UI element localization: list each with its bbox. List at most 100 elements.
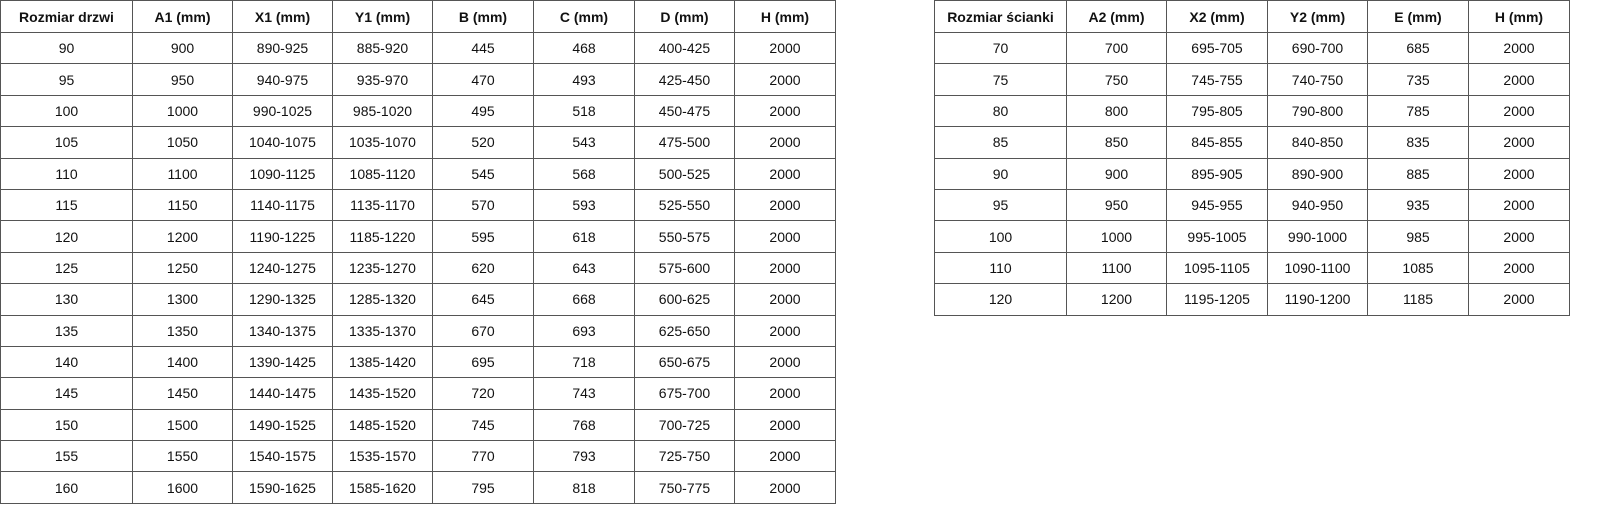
- table-cell: 2000: [734, 283, 836, 316]
- table-cell: 470: [432, 63, 534, 96]
- table-cell: 2000: [734, 220, 836, 253]
- table-cell: 618: [533, 220, 635, 253]
- table-cell: 2000: [734, 408, 836, 442]
- table-cell: 1085-1120: [332, 157, 433, 190]
- table-cell: 885-920: [332, 31, 433, 65]
- table-cell: 2000: [734, 440, 836, 473]
- table-cell: 568: [533, 157, 635, 190]
- table-header-row: Rozmiar ścianki A2 (mm) X2 (mm) Y2 (mm) E (m…: [934, 0, 1570, 33]
- table-cell: 2000: [734, 126, 836, 159]
- table-cell: 145: [0, 377, 133, 410]
- table-cell: 400-425: [634, 31, 735, 65]
- table-cell: 1435-1520: [332, 377, 433, 410]
- table-cell: 1350: [132, 314, 233, 347]
- table-cell: 900: [1066, 157, 1167, 190]
- table-row: 85 850 845-855 840-850 835 2000: [934, 126, 1570, 159]
- table-cell: 850: [1066, 126, 1167, 159]
- table-cell: 550-575: [634, 220, 735, 253]
- table-cell: 890-900: [1267, 157, 1368, 190]
- table-cell: 1590-1625: [232, 471, 333, 504]
- table-cell: 2000: [1468, 157, 1570, 190]
- table-cell: 1200: [1066, 283, 1167, 316]
- table-cell: 2000: [734, 377, 836, 410]
- table-cell: 595: [432, 220, 534, 253]
- table-cell: 950: [132, 63, 233, 96]
- table-cell: 945-955: [1166, 188, 1268, 222]
- table-cell: 1040-1075: [232, 126, 333, 159]
- table-cell: 1385-1420: [332, 345, 433, 379]
- table-cell: 70: [934, 31, 1067, 65]
- table-cell: 500-525: [634, 157, 735, 190]
- table-row: 160 1600 1590-1625 1585-1620 795 818 750-775 20…: [0, 471, 836, 504]
- table-cell: 518: [533, 94, 635, 128]
- table-cell: 890-925: [232, 31, 333, 65]
- table-row: 120 1200 1190-1225 1185-1220 595 618 550-575 20…: [0, 220, 836, 253]
- table-cell: 110: [934, 251, 1067, 285]
- table-row: 145 1450 1440-1475 1435-1520 720 743 675-700 20…: [0, 377, 836, 410]
- table-cell: 1600: [132, 471, 233, 504]
- table-row: 95 950 940-975 935-970 470 493 425-450 2000: [0, 63, 836, 96]
- table-cell: 1235-1270: [332, 251, 433, 285]
- table-cell: 1140-1175: [232, 188, 333, 222]
- table-row: 150 1500 1490-1525 1485-1520 745 768 700-725 20…: [0, 408, 836, 442]
- table-cell: 693: [533, 314, 635, 347]
- table-cell: 745-755: [1166, 63, 1268, 96]
- table-cell: 115: [0, 188, 133, 222]
- table-cell: 1190-1225: [232, 220, 333, 253]
- table-cell: 743: [533, 377, 635, 410]
- table-cell: 105: [0, 126, 133, 159]
- column-header: Y2 (mm): [1267, 0, 1368, 33]
- column-header: X2 (mm): [1166, 0, 1268, 33]
- table-cell: 1090-1125: [232, 157, 333, 190]
- table-cell: 1100: [132, 157, 233, 190]
- table-cell: 495: [432, 94, 534, 128]
- table-cell: 150: [0, 408, 133, 442]
- table-cell: 670: [432, 314, 534, 347]
- table-cell: 90: [934, 157, 1067, 190]
- table-cell: 985: [1367, 220, 1469, 253]
- table-cell: 935: [1367, 188, 1469, 222]
- table-cell: 620: [432, 251, 534, 285]
- table-cell: 90: [0, 31, 133, 65]
- table-row: 100 1000 990-1025 985-1020 495 518 450-475 2000: [0, 94, 836, 128]
- column-header: Y1 (mm): [332, 0, 433, 33]
- table-cell: 795: [432, 471, 534, 504]
- table-row: 110 1100 1090-1125 1085-1120 545 568 500-525 20…: [0, 157, 836, 190]
- column-header: Rozmiar drzwi: [0, 0, 133, 33]
- table-cell: 835: [1367, 126, 1469, 159]
- table-cell: 1240-1275: [232, 251, 333, 285]
- table-cell: 1400: [132, 345, 233, 379]
- table-cell: 695-705: [1166, 31, 1268, 65]
- table-cell: 120: [0, 220, 133, 253]
- table-cell: 990-1025: [232, 94, 333, 128]
- table-cell: 2000: [1468, 251, 1570, 285]
- table-row: 70 700 695-705 690-700 685 2000: [934, 31, 1570, 65]
- table-cell: 900: [132, 31, 233, 65]
- table-cell: 720: [432, 377, 534, 410]
- table-row: 100 1000 995-1005 990-1000 985 2000: [934, 220, 1570, 253]
- table-cell: 785: [1367, 94, 1469, 128]
- column-header: A2 (mm): [1066, 0, 1167, 33]
- table-cell: 950: [1066, 188, 1167, 222]
- table-cell: 100: [934, 220, 1067, 253]
- table-cell: 468: [533, 31, 635, 65]
- table-cell: 575-600: [634, 251, 735, 285]
- table-cell: 1550: [132, 440, 233, 473]
- table-row: 90 900 890-925 885-920 445 468 400-425 2000: [0, 31, 836, 65]
- table-cell: 1540-1575: [232, 440, 333, 473]
- table-cell: 2000: [1468, 126, 1570, 159]
- column-header: X1 (mm): [232, 0, 333, 33]
- table-row: 80 800 795-805 790-800 785 2000: [934, 94, 1570, 128]
- table-cell: 625-650: [634, 314, 735, 347]
- table-cell: 645: [432, 283, 534, 316]
- table-cell: 1485-1520: [332, 408, 433, 442]
- table-cell: 140: [0, 345, 133, 379]
- table-cell: 650-675: [634, 345, 735, 379]
- table-cell: 155: [0, 440, 133, 473]
- column-header: B (mm): [432, 0, 534, 33]
- table-cell: 1035-1070: [332, 126, 433, 159]
- table-cell: 95: [934, 188, 1067, 222]
- table-cell: 75: [934, 63, 1067, 96]
- table-cell: 895-905: [1166, 157, 1268, 190]
- table-cell: 160: [0, 471, 133, 504]
